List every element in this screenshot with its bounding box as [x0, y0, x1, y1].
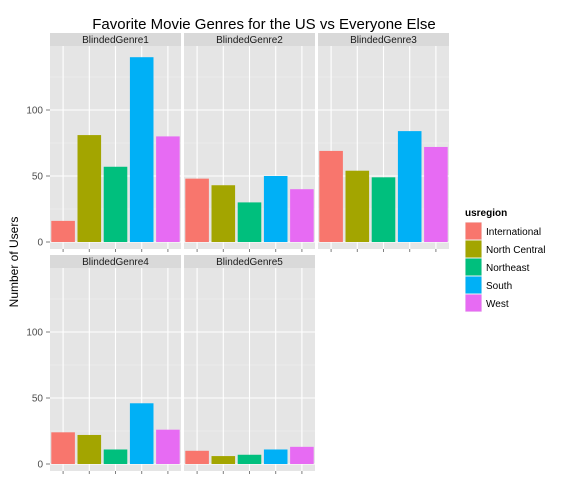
- bar: [424, 146, 448, 242]
- legend-key: [465, 240, 482, 258]
- legend-key: [465, 258, 482, 276]
- facet-strip-label: BlindedGenre5: [216, 257, 283, 268]
- facet-panel: BlindedGenre3: [318, 33, 449, 252]
- legend-item: South: [465, 276, 512, 294]
- bar: [51, 220, 75, 242]
- facet-panel: BlindedGenre5: [184, 255, 315, 474]
- chart-title: Favorite Movie Genres for the US vs Ever…: [92, 16, 435, 33]
- legend-item: International: [465, 222, 541, 240]
- legend-label: North Central: [486, 245, 545, 256]
- facet-strip: [184, 33, 315, 46]
- y-tick-label: 0: [37, 460, 43, 471]
- facet-strip: [184, 255, 315, 268]
- bar: [263, 176, 288, 242]
- bar: [103, 166, 128, 242]
- bar: [185, 450, 209, 464]
- y-axis-label: Number of Users: [7, 217, 21, 308]
- y-tick-label: 100: [26, 328, 43, 339]
- bar: [345, 170, 370, 242]
- bar: [77, 434, 102, 464]
- facet-strip: [318, 33, 449, 46]
- bar: [319, 150, 343, 242]
- facet-panels: BlindedGenre1 0 50 100 BlindedGenre2 BlindedG…: [26, 33, 449, 474]
- bar: [397, 131, 422, 242]
- bar: [77, 135, 102, 242]
- legend-key: [465, 222, 482, 240]
- legend-label: Northeast: [486, 263, 530, 274]
- facet-strip-label: BlindedGenre1: [82, 35, 149, 46]
- legend-key: [465, 276, 482, 294]
- bar: [237, 202, 262, 242]
- bar: [156, 429, 180, 464]
- y-tick-label: 50: [32, 394, 44, 405]
- bar: [263, 449, 288, 464]
- legend-item: West: [465, 294, 509, 312]
- legend-label: International: [486, 227, 541, 238]
- facet-panel: BlindedGenre2: [184, 33, 315, 252]
- legend-label: West: [486, 299, 509, 310]
- bar: [211, 185, 236, 242]
- y-tick-label: 0: [37, 238, 43, 249]
- bar: [156, 136, 180, 242]
- bar: [290, 446, 314, 464]
- facet-strip: [50, 33, 181, 46]
- bar: [51, 432, 75, 464]
- bar: [237, 454, 262, 464]
- bar: [103, 449, 128, 464]
- bar: [290, 189, 314, 242]
- facet-strip-label: BlindedGenre2: [216, 35, 283, 46]
- legend: usregion International North Central North…: [465, 208, 545, 312]
- legend-item: Northeast: [465, 258, 530, 276]
- y-tick-label: 50: [32, 172, 44, 183]
- legend-item: North Central: [465, 240, 545, 258]
- bar: [185, 178, 209, 242]
- facet-strip-label: BlindedGenre3: [350, 35, 417, 46]
- facet-panel: BlindedGenre1 0 50 100: [26, 33, 181, 252]
- bar: [371, 177, 396, 242]
- y-tick-label: 100: [26, 106, 43, 117]
- legend-label: South: [486, 281, 512, 292]
- bar: [211, 456, 236, 464]
- legend-title: usregion: [465, 208, 507, 219]
- facet-strip: [50, 255, 181, 268]
- bar: [129, 57, 154, 243]
- facet-panel: BlindedGenre4 0 50 100: [26, 255, 181, 474]
- legend-key: [465, 294, 482, 312]
- facet-strip-label: BlindedGenre4: [82, 257, 149, 268]
- bar: [129, 403, 154, 464]
